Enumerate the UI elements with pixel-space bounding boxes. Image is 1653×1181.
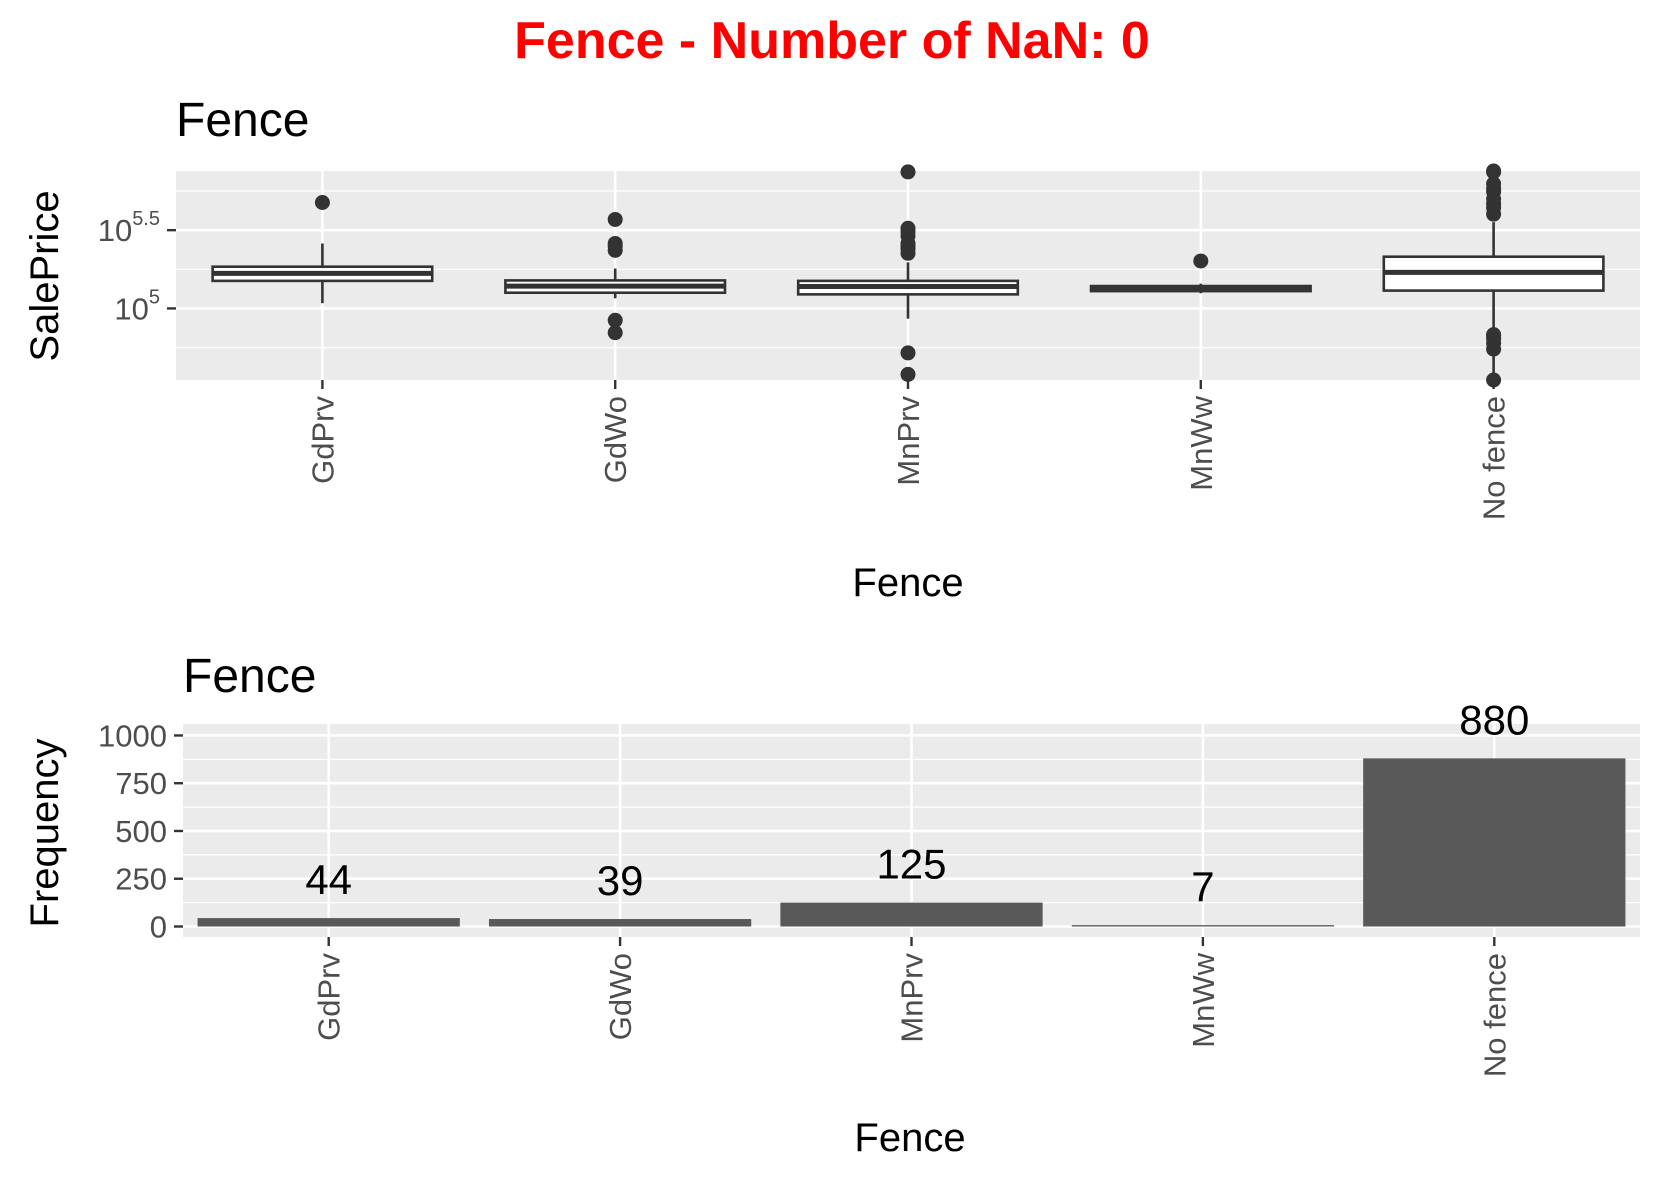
bar-panel-title: Fence	[183, 650, 316, 703]
outlier-point	[607, 325, 623, 341]
data-label-gdprv: 44	[305, 856, 352, 903]
y-tick-label: 500	[115, 814, 167, 849]
figure-title: Fence - Number of NaN: 0	[514, 12, 1150, 70]
x-tick-label: No fence	[1477, 396, 1512, 520]
boxplot-x-axis-title: Fence	[852, 561, 963, 605]
bar-gdprv	[197, 918, 460, 927]
outlier-point	[900, 345, 916, 361]
x-tick-label: MnWw	[1184, 395, 1219, 490]
boxplot-y-axis-title: SalePrice	[23, 190, 67, 361]
bar-x-axis-title: Fence	[854, 1116, 965, 1160]
data-label-no-fence: 880	[1459, 696, 1529, 743]
outlier-point	[900, 220, 916, 236]
bar-mnww	[1071, 925, 1335, 927]
outlier-point	[607, 235, 623, 251]
y-tick-label: 105.5	[98, 208, 160, 248]
box-no-fence	[1382, 163, 1605, 388]
box-mnprv	[796, 164, 1020, 382]
data-label-gdwo: 39	[597, 857, 644, 904]
outlier-point	[607, 211, 623, 227]
box-gdwo	[504, 211, 727, 341]
y-tick-label: 105	[114, 286, 160, 326]
boxplot-boxes	[211, 163, 1605, 388]
x-tick-label: GdPrv	[305, 396, 340, 484]
x-tick-label: GdWo	[603, 953, 638, 1040]
x-tick-label: GdWo	[598, 396, 633, 483]
bar-y-axis-title: Frequency	[23, 739, 67, 928]
outlier-point	[314, 195, 330, 211]
bar-bars	[197, 758, 1626, 927]
bar-data-labels: 44 39 125 7 880	[305, 696, 1529, 910]
x-tick-label: MnPrv	[891, 396, 926, 486]
boxplot-panel-title: Fence	[176, 94, 309, 147]
outlier-point	[607, 312, 623, 328]
bar-gdwo	[488, 919, 752, 927]
boxplot-x-axis: GdPrv GdWo MnPrv MnWw No fence	[305, 380, 1512, 520]
y-tick-label: 1000	[98, 718, 167, 753]
y-tick-label: 250	[115, 862, 167, 897]
x-tick-label: GdPrv	[312, 953, 347, 1041]
bar-no-fence	[1363, 758, 1626, 927]
bar-mnprv	[780, 902, 1043, 927]
box-gdprv	[211, 195, 434, 304]
boxplot-y-axis: 105 105.5	[98, 208, 176, 326]
outlier-point	[900, 366, 916, 382]
bar-x-axis: GdPrv GdWo MnPrv MnWw No fence	[312, 937, 1512, 1077]
x-tick-label: MnWw	[1186, 952, 1221, 1047]
y-tick-label: 0	[150, 909, 167, 944]
y-tick-label: 750	[115, 766, 167, 801]
outlier-point	[1486, 163, 1502, 179]
outlier-point	[1193, 253, 1209, 269]
x-tick-label: MnPrv	[895, 953, 930, 1043]
data-label-mnww: 7	[1191, 863, 1214, 910]
data-label-mnprv: 125	[876, 841, 946, 888]
outlier-point	[1486, 176, 1502, 192]
x-tick-label: No fence	[1477, 953, 1512, 1077]
boxplot-chart: Fence 105 105.5 GdPrv GdWo MnPrv MnWw No fenc…	[23, 94, 1640, 605]
outlier-point	[900, 164, 916, 180]
outlier-point	[1486, 327, 1502, 343]
bar-y-axis: 0 250 500 750 1000	[98, 718, 183, 944]
box-mnww	[1089, 253, 1312, 294]
